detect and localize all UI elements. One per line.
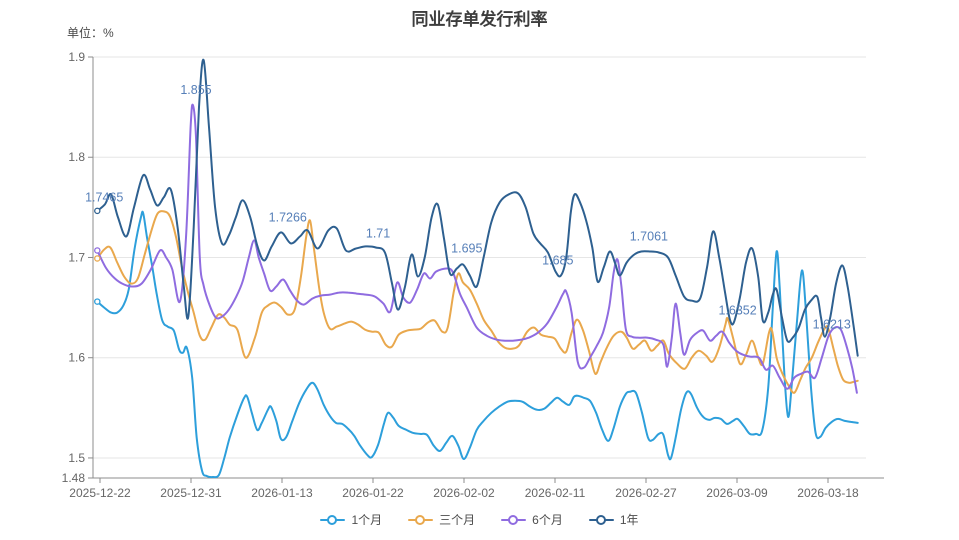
data-label: 1.695: [451, 241, 482, 255]
series-start-marker-3: [94, 207, 101, 215]
y-tick-label: 1.8: [68, 150, 85, 164]
legend-line-marker-icon: [501, 514, 527, 525]
chart-title: 同业存单发行利率: [411, 10, 548, 29]
y-tick-label: 1.5: [68, 451, 85, 465]
legend-label: 6个月: [532, 513, 563, 527]
x-tick-label: 2026-02-11: [525, 486, 586, 500]
legend-label: 三个月: [439, 513, 476, 527]
series-line-1: [96, 210, 859, 394]
x-tick-label: 2026-03-18: [797, 486, 859, 500]
series-start-marker-1: [94, 255, 101, 262]
x-tick-label: 2026-02-27: [615, 486, 677, 500]
legend-item-1year[interactable]: 1年: [588, 511, 639, 528]
series-line-3: [96, 58, 859, 357]
series-start-marker-0: [94, 298, 101, 305]
y-tick-label: 1.48: [62, 471, 86, 485]
grid-lines: [93, 56, 866, 459]
x-tick-label: 2025-12-22: [69, 486, 131, 500]
data-label: 1.71: [366, 226, 390, 240]
data-label: 1.7465: [85, 190, 123, 204]
legend-line-marker-icon: [588, 514, 614, 525]
legend-item-1month[interactable]: 1个月: [320, 511, 382, 528]
x-tick-label: 2026-01-22: [342, 486, 404, 500]
y-tick-label: 1.6: [68, 351, 85, 365]
x-tick-label: 2026-01-13: [251, 486, 313, 500]
x-tick-label: 2026-02-02: [433, 486, 495, 500]
data-label: 1.6213: [813, 318, 851, 332]
data-label: 1.7266: [269, 210, 307, 224]
series-line-0: [96, 210, 859, 479]
x-tick-label: 2025-12-31: [160, 486, 222, 500]
chart-legend: 1个月 三个月 6个月 1年: [0, 511, 959, 528]
series-start-marker-2: [94, 247, 101, 254]
legend-line-marker-icon: [320, 514, 346, 525]
annotations: 1.7465 1.855 1.7266 1.71 1.695 1.685 1.7061 1.6…: [85, 83, 851, 332]
legend-label: 1个月: [351, 513, 383, 527]
legend-label: 1年: [619, 513, 639, 527]
data-label: 1.6352: [718, 304, 756, 318]
data-label: 1.855: [180, 83, 211, 97]
unit-label: 单位：%: [67, 26, 114, 40]
legend-line-marker-icon: [408, 514, 434, 525]
legend-item-3month[interactable]: 三个月: [408, 511, 475, 528]
data-label: 1.7061: [630, 229, 668, 243]
y-tick-label: 1.9: [68, 50, 85, 64]
x-tick-label: 2026-03-09: [706, 486, 768, 500]
series-line-2: [96, 103, 858, 394]
y-tick-label: 1.7: [68, 250, 85, 264]
data-label: 1.685: [542, 253, 573, 267]
legend-item-6month[interactable]: 6个月: [501, 511, 563, 528]
series-group: [94, 58, 859, 479]
